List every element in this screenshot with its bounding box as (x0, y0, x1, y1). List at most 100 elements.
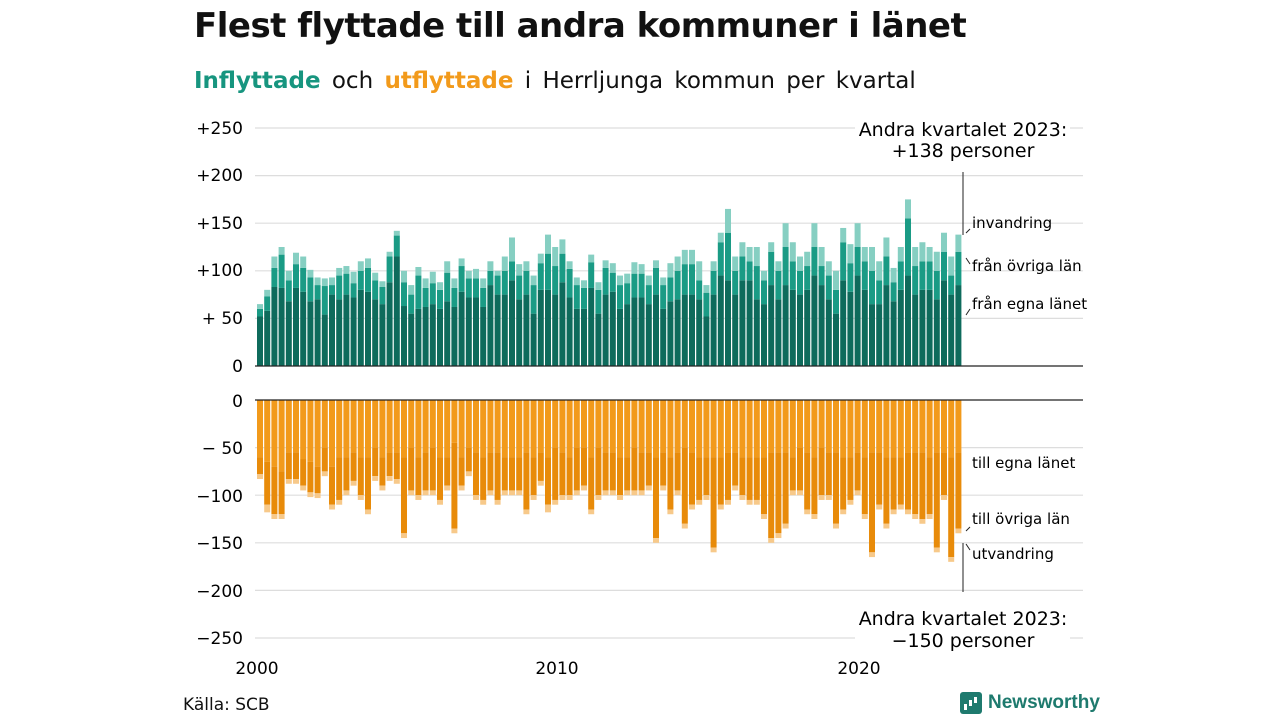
bar-fran-egna-lanet (329, 294, 335, 366)
bar-till-egna-lanet (761, 400, 767, 458)
bar-fran-ovriga-lan (761, 280, 767, 305)
bar-till-egna-lanet (581, 400, 587, 448)
bar-till-egna-lanet (537, 400, 544, 453)
bar-fran-egna-lanet (415, 308, 422, 366)
bar-fran-egna-lanet (350, 297, 357, 366)
bar-fran-ovriga-lan (401, 282, 407, 307)
bar-till-egna-lanet (516, 400, 523, 458)
bar-fran-ovriga-lan (422, 287, 429, 307)
bar-invandring (393, 230, 400, 236)
bar-fran-egna-lanet (559, 282, 566, 366)
bar-utvandring (530, 495, 537, 500)
bar-till-egna-lanet (365, 400, 371, 458)
bar-invandring (703, 285, 710, 293)
bar-invandring (674, 256, 681, 271)
bar-till-ovriga-lan (926, 457, 933, 515)
bar-fran-ovriga-lan (897, 261, 904, 290)
bar-utvandring (278, 514, 285, 519)
bar-till-egna-lanet (393, 400, 400, 453)
bar-utvandring (293, 479, 299, 484)
bar-fran-ovriga-lan (818, 266, 825, 286)
bar-till-ovriga-lan (408, 447, 415, 491)
bar-invandring (753, 247, 760, 267)
bar-fran-ovriga-lan (833, 289, 839, 314)
bar-fran-egna-lanet (487, 285, 494, 366)
bar-fran-ovriga-lan (696, 280, 703, 300)
bar-fran-ovriga-lan (307, 277, 314, 302)
bar-invandring (494, 270, 501, 276)
bar-invandring (761, 270, 767, 281)
bar-fran-ovriga-lan (703, 292, 710, 317)
bar-invandring (573, 277, 580, 286)
bar-till-egna-lanet (408, 400, 415, 448)
bar-invandring (559, 239, 566, 254)
bar-utvandring (566, 495, 573, 500)
bar-invandring (523, 261, 530, 271)
bar-fran-ovriga-lan (357, 270, 364, 290)
bar-till-ovriga-lan (797, 447, 803, 491)
bar-fran-egna-lanet (473, 297, 479, 366)
bar-invandring (588, 254, 595, 263)
bar-invandring (825, 261, 832, 276)
bar-till-ovriga-lan (876, 452, 883, 505)
bar-invandring (516, 264, 523, 276)
bar-utvandring (573, 490, 580, 496)
bar-utvandring (581, 485, 587, 491)
bar-fran-ovriga-lan (537, 263, 544, 290)
bar-till-egna-lanet (545, 400, 551, 458)
bar-till-ovriga-lan (321, 447, 328, 472)
bar-utvandring (869, 552, 875, 558)
bar-fran-ovriga-lan (329, 285, 335, 295)
bar-fran-egna-lanet (523, 294, 530, 366)
bar-utvandring (703, 495, 710, 500)
bar-till-egna-lanet (321, 400, 328, 448)
bar-utvandring (552, 499, 559, 505)
bar-till-egna-lanet (609, 400, 616, 453)
bar-invandring (285, 270, 292, 281)
bar-fran-ovriga-lan (509, 261, 515, 281)
bar-fran-ovriga-lan (710, 270, 717, 295)
bar-fran-egna-lanet (804, 289, 811, 366)
bar-till-egna-lanet (710, 400, 717, 458)
bar-utvandring (537, 480, 544, 486)
bar-fran-ovriga-lan (624, 283, 631, 305)
bar-till-egna-lanet (444, 400, 451, 458)
ytick-bottom-250: −250 (196, 629, 243, 649)
bar-fran-ovriga-lan (458, 266, 465, 292)
bar-till-ovriga-lan (617, 457, 623, 496)
bar-till-ovriga-lan (696, 457, 703, 500)
bar-utvandring (487, 490, 494, 496)
bar-till-egna-lanet (681, 400, 688, 448)
bar-fran-egna-lanet (645, 304, 652, 366)
bar-till-ovriga-lan (257, 457, 263, 475)
bar-till-egna-lanet (552, 400, 559, 448)
ytick-top-0: 0 (232, 357, 243, 377)
bar-utvandring (451, 528, 458, 534)
bar-fran-egna-lanet (408, 313, 415, 366)
brand-name: Newsworthy (988, 692, 1100, 713)
bar-utvandring (789, 490, 796, 496)
bar-utvandring (912, 514, 919, 519)
bar-utvandring (408, 490, 415, 496)
bar-fran-egna-lanet (890, 301, 897, 366)
bar-till-egna-lanet (264, 400, 271, 462)
bar-utvandring (645, 485, 652, 491)
bar-till-ovriga-lan (890, 457, 897, 510)
bar-till-egna-lanet (480, 400, 487, 458)
bar-utvandring (307, 492, 314, 498)
bar-utvandring (494, 499, 501, 505)
bar-fran-egna-lanet (797, 294, 803, 366)
bar-till-egna-lanet (343, 400, 350, 458)
bar-till-egna-lanet (350, 400, 357, 453)
bar-fran-egna-lanet (530, 313, 537, 366)
bar-fran-egna-lanet (753, 299, 760, 366)
bar-utvandring (343, 490, 350, 496)
bar-invandring (501, 256, 508, 271)
ytick-bottom-200: −200 (196, 582, 243, 602)
bar-till-egna-lanet (768, 400, 775, 453)
bar-invandring (444, 261, 451, 273)
bar-utvandring (653, 538, 659, 543)
bar-till-ovriga-lan (588, 457, 595, 510)
bar-invandring (725, 208, 731, 233)
bar-fran-egna-lanet (509, 280, 515, 366)
